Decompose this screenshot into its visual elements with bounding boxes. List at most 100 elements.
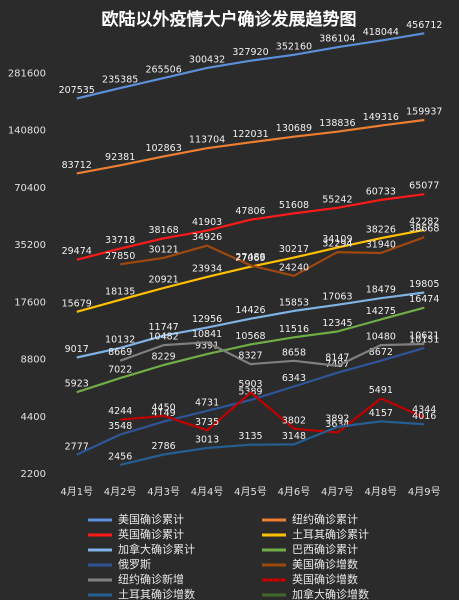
data-label: 38226 (366, 225, 396, 236)
data-label: 18479 (366, 285, 396, 296)
data-label: 4344 (412, 404, 436, 415)
x-tick-label: 4月8号 (364, 486, 397, 498)
data-label: 24240 (279, 262, 309, 273)
y-tick-label: 4400 (21, 412, 46, 423)
data-label: 38668 (409, 224, 439, 235)
data-label: 2786 (152, 441, 176, 452)
data-label: 30217 (279, 244, 309, 255)
data-label: 149316 (363, 112, 399, 123)
data-label: 27069 (235, 253, 265, 264)
data-label: 8669 (108, 347, 132, 358)
data-label: 14275 (366, 306, 396, 317)
data-label: 4016 (412, 411, 436, 422)
data-label: 17063 (322, 291, 352, 302)
data-label: 14426 (235, 305, 265, 316)
data-label: 327920 (232, 47, 268, 58)
data-label: 18135 (105, 286, 135, 297)
data-label: 130689 (276, 123, 312, 134)
y-tick-label: 281600 (8, 68, 46, 79)
data-label: 113704 (189, 135, 225, 146)
data-label: 41903 (192, 217, 222, 228)
data-label: 4157 (369, 408, 393, 419)
data-label: 10132 (105, 334, 135, 345)
data-label: 30121 (148, 244, 178, 255)
data-label: 235385 (102, 75, 138, 86)
series-line (76, 228, 425, 313)
series-line (119, 341, 425, 367)
data-label: 122031 (232, 129, 268, 140)
data-label: 2456 (108, 451, 132, 462)
legend-label: 加拿大确诊累计 (118, 542, 195, 556)
legend-label: 土耳其确诊增数 (118, 587, 195, 600)
x-tick-label: 4月1号 (60, 486, 93, 498)
data-label: 27488 (235, 252, 265, 263)
data-label: 27850 (105, 251, 135, 262)
data-label: 11747 (148, 322, 178, 333)
data-label: 15679 (62, 298, 92, 309)
x-tick-label: 4月5号 (234, 486, 267, 498)
data-label: 38168 (148, 225, 178, 236)
data-label: 4149 (152, 408, 176, 419)
data-label: 8229 (152, 352, 176, 363)
data-label: 5903 (238, 379, 262, 390)
y-tick-label: 17600 (14, 297, 46, 308)
legend-label: 美国确诊增数 (292, 557, 358, 571)
data-label: 8327 (238, 351, 262, 362)
legend-label: 纽约确诊累计 (292, 512, 358, 526)
data-label: 9391 (195, 341, 219, 352)
data-label: 3148 (282, 431, 306, 442)
data-label: 10621 (409, 330, 439, 341)
series-line (76, 346, 425, 456)
series-line (76, 118, 425, 175)
x-tick-label: 4月4号 (191, 486, 224, 498)
data-label: 352160 (276, 41, 312, 52)
x-tick-label: 4月6号 (278, 486, 311, 498)
data-label: 60733 (366, 186, 396, 197)
data-label: 51608 (279, 200, 309, 211)
data-label: 12345 (322, 318, 352, 329)
data-label: 9017 (65, 344, 89, 355)
series-line (119, 420, 425, 466)
data-label: 418044 (363, 27, 399, 38)
data-label: 3013 (195, 435, 219, 446)
data-label: 3634 (325, 419, 349, 430)
data-label: 32294 (322, 239, 352, 250)
data-label: 10568 (235, 331, 265, 342)
data-label: 3735 (195, 417, 219, 428)
legend-label: 俄罗斯 (118, 558, 151, 571)
data-label: 34926 (192, 232, 222, 243)
data-label: 3135 (238, 431, 262, 442)
series-line (76, 193, 425, 261)
data-label: 8672 (369, 347, 393, 358)
legend-label: 英国确诊累计 (118, 527, 184, 541)
data-label: 92381 (105, 152, 135, 163)
data-label: 29474 (62, 246, 92, 257)
legend-label: 美国确诊累计 (118, 512, 184, 526)
series-line (120, 236, 425, 277)
data-label: 33718 (105, 235, 135, 246)
series-line (76, 306, 425, 394)
data-label: 55242 (322, 194, 352, 205)
data-label: 83712 (62, 160, 92, 171)
data-label: 102863 (145, 143, 181, 154)
chart-title: 欧陆以外疫情大户确诊发展趋势图 (102, 9, 357, 30)
data-label: 4731 (195, 397, 219, 408)
legend-label: 英国确诊增数 (292, 572, 358, 586)
series-line (76, 291, 425, 359)
data-label: 3892 (325, 413, 349, 424)
y-tick-label: 140800 (8, 126, 46, 137)
data-label: 3548 (108, 421, 132, 432)
data-label: 265506 (145, 65, 181, 76)
x-tick-label: 4月7号 (321, 486, 354, 498)
data-label: 207535 (59, 85, 95, 96)
data-label: 10480 (366, 332, 396, 343)
y-tick-label: 35200 (14, 240, 46, 251)
data-label: 15853 (279, 297, 309, 308)
data-label: 11516 (279, 324, 309, 335)
series-line (76, 32, 425, 100)
legend-label: 加拿大确诊增数 (292, 587, 369, 600)
data-label: 5923 (65, 379, 89, 390)
data-label: 4450 (152, 402, 176, 413)
x-tick-label: 4月3号 (147, 486, 180, 498)
